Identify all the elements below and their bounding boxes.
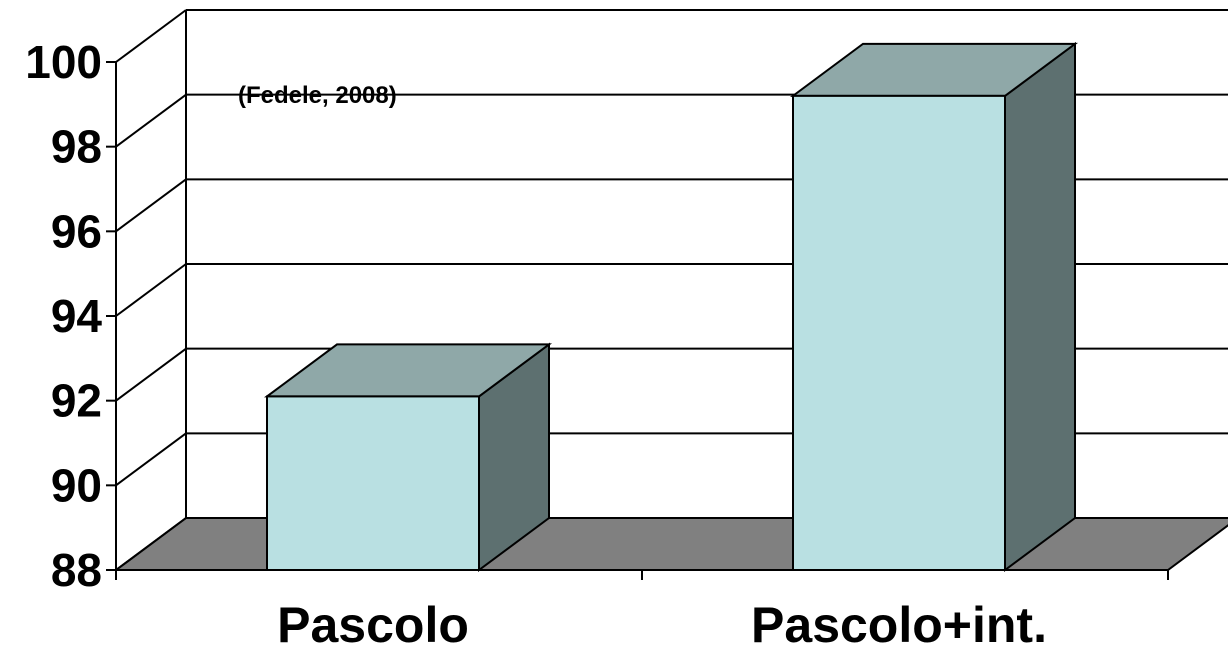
bar	[789, 41, 1079, 572]
y-tick-label: 88	[51, 544, 102, 596]
bar-side	[1004, 41, 1076, 572]
gridline-depth	[115, 93, 187, 148]
x-axis	[115, 569, 1169, 580]
y-tick-label: 94	[51, 290, 103, 342]
gridline-depth	[115, 517, 187, 571]
x-tick-label: Pascolo	[277, 597, 469, 645]
bars	[263, 41, 1079, 572]
y-tick-label: 100	[25, 36, 102, 88]
chart-annotation: (Fedele, 2008)	[238, 82, 397, 109]
y-tick-label: 90	[51, 459, 102, 511]
gridline-depth	[115, 263, 187, 317]
gridline-depth	[115, 9, 187, 63]
bar-front	[792, 94, 1006, 571]
x-tick-label: Pascolo+int.	[751, 597, 1047, 645]
bar	[263, 342, 553, 572]
bar-front	[266, 395, 480, 571]
gridline-depth	[115, 178, 187, 233]
y-tick-label: 98	[51, 121, 102, 173]
tick-labels: 88 90 92 94 96 98 100 Pascolo Pascolo+int.	[25, 36, 1047, 645]
wall-frame	[185, 9, 1228, 518]
gridline-depth	[115, 347, 187, 402]
y-axis	[106, 61, 117, 571]
y-tick-label: 96	[51, 205, 102, 257]
y-tick-label: 92	[51, 375, 102, 427]
gridline-depth	[115, 432, 187, 487]
